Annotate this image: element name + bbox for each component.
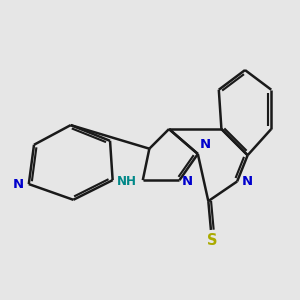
Text: N: N bbox=[13, 178, 24, 190]
Text: S: S bbox=[207, 233, 217, 248]
Text: N: N bbox=[242, 175, 253, 188]
Text: N: N bbox=[200, 138, 211, 151]
Text: NH: NH bbox=[117, 175, 137, 188]
Text: N: N bbox=[182, 175, 193, 188]
